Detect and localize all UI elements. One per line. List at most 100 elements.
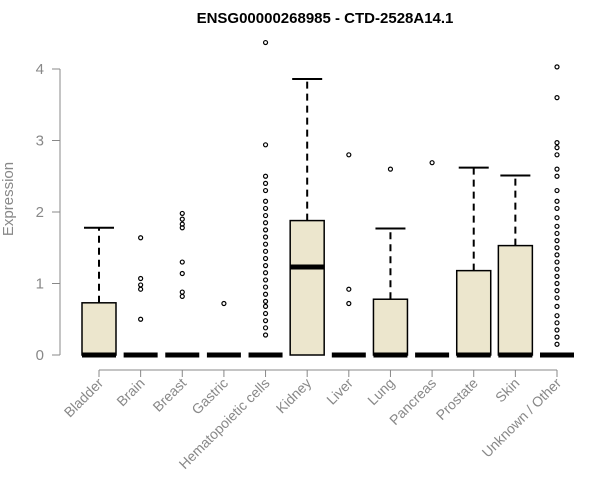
outlier-point bbox=[138, 316, 144, 322]
outlier-point bbox=[387, 166, 394, 172]
outlier-point bbox=[554, 205, 560, 212]
box-group-kidney bbox=[289, 78, 325, 356]
box-iqr bbox=[497, 244, 534, 356]
box-group-breast bbox=[165, 210, 200, 358]
x-tick-label: Bladder bbox=[61, 375, 107, 421]
outlier-point bbox=[138, 275, 144, 282]
box-iqr bbox=[455, 269, 492, 356]
outlier-point bbox=[262, 291, 269, 297]
outlier-point bbox=[554, 334, 560, 340]
outlier-point bbox=[262, 325, 269, 331]
outlier-point bbox=[262, 270, 269, 276]
outlier-point bbox=[554, 198, 560, 204]
y-axis-label: Expression bbox=[0, 162, 17, 236]
outlier-point bbox=[179, 216, 185, 222]
outlier-point bbox=[179, 210, 185, 217]
outlier-point bbox=[262, 180, 269, 186]
outlier-point bbox=[262, 284, 269, 290]
outlier-point bbox=[554, 252, 560, 258]
outlier-point bbox=[346, 152, 352, 158]
box-group-bladder bbox=[81, 226, 117, 358]
box-group-pancreas bbox=[415, 160, 450, 358]
box-group-liver bbox=[331, 152, 366, 358]
x-tick-label: Breast bbox=[149, 375, 189, 415]
x-tick-label: Prostate bbox=[433, 375, 481, 423]
box-group-brain bbox=[123, 235, 158, 358]
outlier-point bbox=[429, 160, 435, 166]
outlier-point bbox=[262, 173, 269, 179]
outlier-point bbox=[554, 245, 560, 251]
outlier-point bbox=[554, 288, 560, 294]
box-iqr bbox=[289, 219, 325, 356]
y-axis: 0 1 2 3 4 bbox=[36, 61, 61, 364]
outlier-point bbox=[554, 215, 560, 221]
box-group-hematopoietic-cells bbox=[248, 39, 283, 358]
outlier-point bbox=[262, 298, 269, 304]
outlier-point bbox=[346, 300, 352, 307]
outlier-point bbox=[262, 248, 269, 254]
outlier-point bbox=[262, 234, 269, 240]
outlier-point bbox=[554, 320, 560, 326]
outlier-point bbox=[554, 259, 560, 265]
y-tick-label: 3 bbox=[36, 133, 44, 150]
outlier-point bbox=[554, 187, 560, 194]
outlier-point bbox=[262, 310, 269, 317]
outlier-point bbox=[262, 142, 269, 148]
y-tick-label: 0 bbox=[36, 347, 44, 364]
outlier-point bbox=[554, 173, 560, 179]
outlier-point bbox=[262, 39, 269, 46]
outlier-point bbox=[554, 140, 560, 146]
outlier-point bbox=[262, 212, 269, 219]
outlier-point bbox=[138, 282, 144, 288]
box-group-skin bbox=[497, 174, 534, 358]
outlier-point bbox=[262, 277, 269, 283]
outlier-point bbox=[554, 295, 560, 301]
x-tick-label: Skin bbox=[492, 375, 523, 406]
y-tick-label: 1 bbox=[36, 276, 44, 293]
outlier-point bbox=[554, 223, 560, 229]
x-tick-label: Brain bbox=[113, 375, 147, 409]
x-tick-label: Kidney bbox=[273, 375, 315, 417]
x-tick-label: Liver bbox=[323, 375, 356, 408]
outlier-point bbox=[262, 227, 269, 233]
outlier-point bbox=[554, 341, 560, 347]
outlier-point bbox=[262, 318, 269, 324]
outlier-point bbox=[554, 94, 560, 101]
chart-title: ENSG00000268985 - CTD-2528A14.1 bbox=[197, 10, 454, 27]
outlier-point bbox=[554, 280, 560, 287]
outlier-point bbox=[346, 286, 352, 292]
outlier-point bbox=[554, 313, 560, 319]
outlier-point bbox=[262, 198, 269, 204]
box-iqr bbox=[372, 298, 409, 356]
outlier-point bbox=[262, 263, 269, 269]
outlier-point bbox=[554, 230, 560, 237]
outlier-point bbox=[179, 293, 185, 299]
outlier-point bbox=[554, 303, 560, 309]
outlier-point bbox=[262, 255, 269, 262]
box-iqr bbox=[81, 302, 117, 356]
outlier-point bbox=[262, 332, 269, 338]
outlier-point bbox=[554, 145, 560, 151]
outlier-point bbox=[554, 152, 560, 158]
outlier-point bbox=[138, 286, 144, 292]
outlier-point bbox=[554, 166, 560, 172]
x-tick-label: Lung bbox=[364, 375, 397, 408]
outlier-point bbox=[554, 64, 560, 70]
outlier-point bbox=[554, 266, 560, 272]
outlier-point bbox=[262, 205, 269, 212]
outlier-point bbox=[138, 235, 144, 241]
outlier-point bbox=[179, 259, 185, 265]
outlier-point bbox=[262, 220, 269, 226]
y-tick-label: 2 bbox=[36, 204, 44, 221]
box-group-gastric bbox=[206, 300, 241, 358]
x-tick-label: Unknown / Other bbox=[479, 375, 565, 461]
box-group-unknown-other bbox=[540, 64, 574, 358]
outlier-point bbox=[262, 187, 269, 194]
outlier-point bbox=[179, 221, 185, 227]
box-group-prostate bbox=[455, 166, 492, 358]
box-group-lung bbox=[372, 166, 409, 358]
outlier-point bbox=[554, 327, 560, 333]
outlier-point bbox=[179, 270, 185, 277]
outlier-point bbox=[262, 303, 269, 309]
